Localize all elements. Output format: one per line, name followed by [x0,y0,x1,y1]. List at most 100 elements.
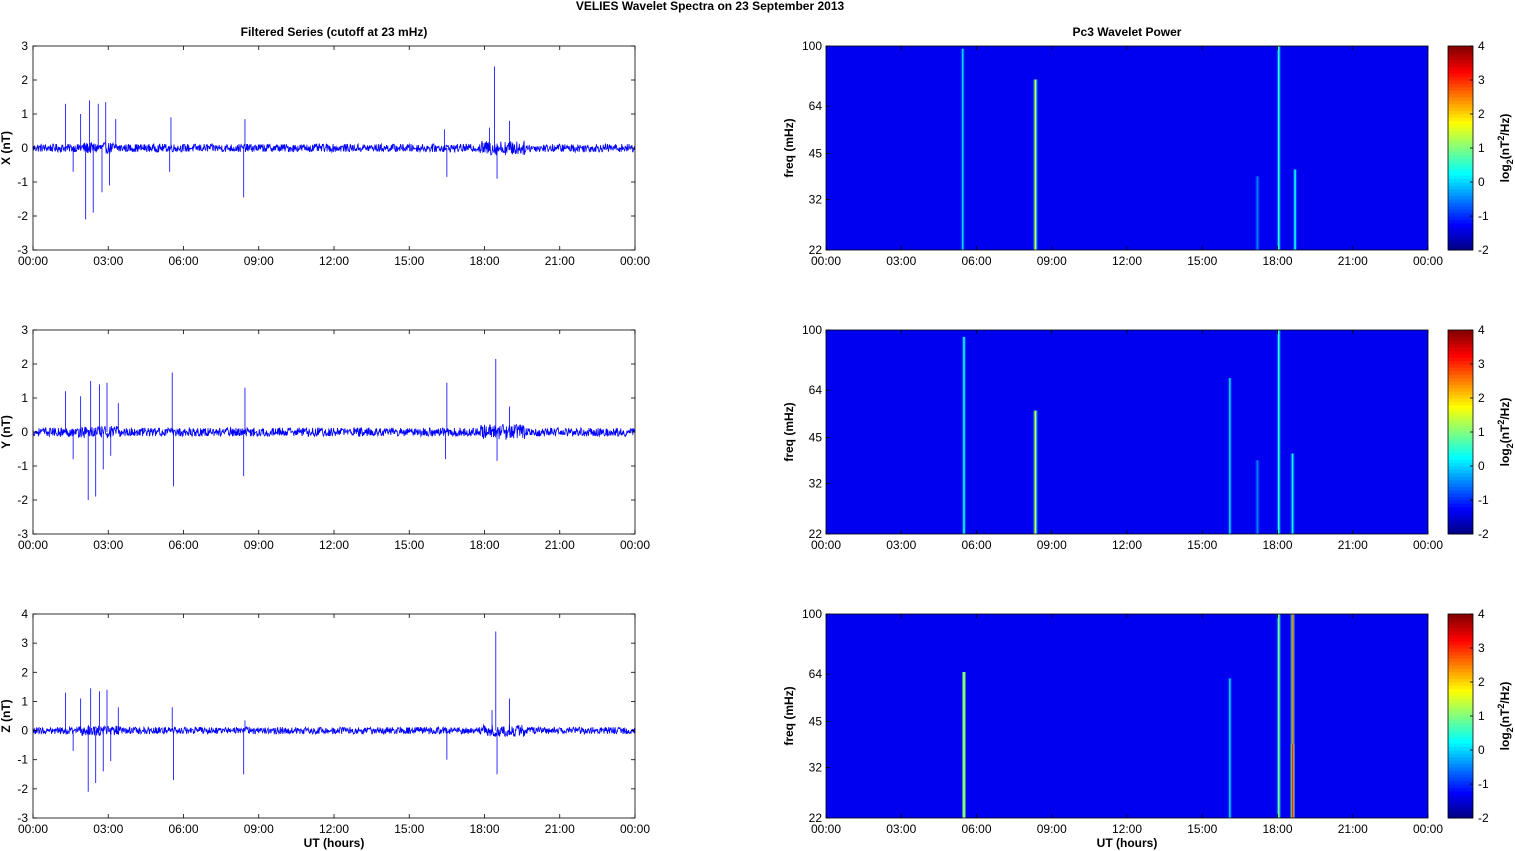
heatmap-streak-5 [1277,330,1280,534]
colorbar-cell [1448,644,1473,649]
colorbar-tick-label: 3 [1478,641,1485,655]
colorbar-cell [1448,722,1473,727]
colorbar-cell [1448,631,1473,635]
x-tick-label: 00:00 [620,538,650,552]
colorbar-cell [1448,411,1473,416]
colorbar-cell [1448,93,1473,98]
x-tick-label: 21:00 [1338,538,1368,552]
colorbar-cell [1448,770,1473,775]
colorbar-cell [1448,726,1473,731]
x-tick-label: 18:00 [469,822,499,836]
heatmap-streak-4 [1291,614,1294,818]
colorbar-cell [1448,648,1473,652]
colorbar-cell [1448,797,1473,802]
colorbar-label: log2(nT2/Hz) [1496,682,1515,751]
chart-panel-1: 3 2 1 0 -1 -2 -3 X (nT) 00:00 03:00 06:00 09:00 12:0… [0,39,650,268]
colorbar-cell [1448,340,1473,345]
colorbar-cell [1448,219,1473,224]
colorbar-cell [1448,333,1473,338]
colorbar-cell [1448,73,1473,78]
colorbar-cell [1448,780,1473,785]
colorbar-tick-label: 1 [1478,141,1485,155]
x-tick-label: 00:00 [18,254,48,268]
colorbar-cell [1448,229,1473,234]
colorbar-cell [1448,401,1473,406]
x-tick-label: 06:00 [961,822,991,836]
y-tick-label: 0 [21,141,28,155]
colorbar-tick-label: -2 [1478,811,1489,825]
colorbar-cell [1448,801,1473,805]
x-tick-label: 12:00 [1112,254,1142,268]
x-tick-label: 03:00 [886,822,916,836]
colorbar-cell [1448,80,1473,84]
colorbar-cell [1448,408,1473,413]
y-tick-label: 100 [802,39,822,53]
colorbar-cell [1448,154,1473,159]
colorbar-cell [1448,479,1473,484]
y-tick-label: 1 [21,694,28,708]
x-tick-label: 00:00 [18,538,48,552]
colorbar-cell [1448,614,1473,618]
colorbar-cell [1448,760,1473,765]
x-tick-label: 06:00 [168,538,198,552]
y-tick-label: 32 [809,477,823,491]
y-tick-label: 22 [809,811,823,825]
colorbar-cell [1448,452,1473,457]
heatmap-streak-2 [1034,410,1037,534]
colorbar-cell [1448,353,1473,358]
x-tick-label: 09:00 [1037,822,1067,836]
colorbar-cell [1448,46,1473,50]
colorbar-cell [1448,523,1473,528]
colorbar-cell [1448,716,1473,720]
colorbar-cell [1448,712,1473,717]
y-tick-label: 1 [21,107,28,121]
colorbar-tick-label: 2 [1478,675,1485,689]
heatmap-streak-4 [1277,46,1280,250]
heatmap-streak-2 [1034,79,1037,250]
colorbar-cell [1448,736,1473,741]
colorbar-cell [1448,398,1473,402]
y-tick-label: 3 [21,636,28,650]
colorbar-cell [1448,59,1473,64]
colorbar-cell [1448,705,1473,710]
x-tick-label: 18:00 [1262,538,1292,552]
y-tick-label: 3 [21,323,28,337]
x-tick-label: 00:00 [811,254,841,268]
colorbar-tick-label: -2 [1478,527,1489,541]
right-column-title: Pc3 Wavelet Power [1073,25,1182,39]
colorbar-tick-label: 4 [1478,39,1485,53]
colorbar-cell [1448,520,1473,525]
colorbar-cell [1448,127,1473,132]
colorbar-cell [1448,209,1473,214]
colorbar-tick-label: 2 [1478,107,1485,121]
colorbar-tick-label: 4 [1478,607,1485,621]
colorbar-cell [1448,517,1473,521]
colorbar-cell [1448,222,1473,227]
colorbar-cell [1448,472,1473,477]
colorbar-cell [1448,777,1473,782]
y-tick-label: 0 [21,724,28,738]
colorbar-cell [1448,513,1473,518]
colorbar-cell [1448,49,1473,54]
colorbar-cell [1448,432,1473,436]
colorbar-cell [1448,171,1473,176]
colorbar-cell [1448,76,1473,81]
colorbar-cell [1448,685,1473,690]
y-tick-label: 22 [809,243,823,257]
chart-panel-5: 4 3 2 1 0 -1 -2 -3 Z (nT) 00:00 03:00 06:00 09:00 12:… [0,607,650,836]
colorbar-cell [1448,634,1473,639]
colorbar-cell [1448,503,1473,508]
colorbar-cell [1448,239,1473,244]
colorbar-cell [1448,699,1473,703]
colorbar-cell [1448,794,1473,799]
heatmap-streak-3 [1229,378,1231,534]
y-tick-label: 0 [21,425,28,439]
x-tick-label: 03:00 [93,822,123,836]
colorbar-cell [1448,682,1473,686]
y-axis-label: freq (mHz) [782,402,796,461]
colorbar-cell [1448,811,1473,816]
colorbar-cell [1448,192,1473,197]
colorbar-cell [1448,83,1473,88]
colorbar-cell [1448,668,1473,673]
